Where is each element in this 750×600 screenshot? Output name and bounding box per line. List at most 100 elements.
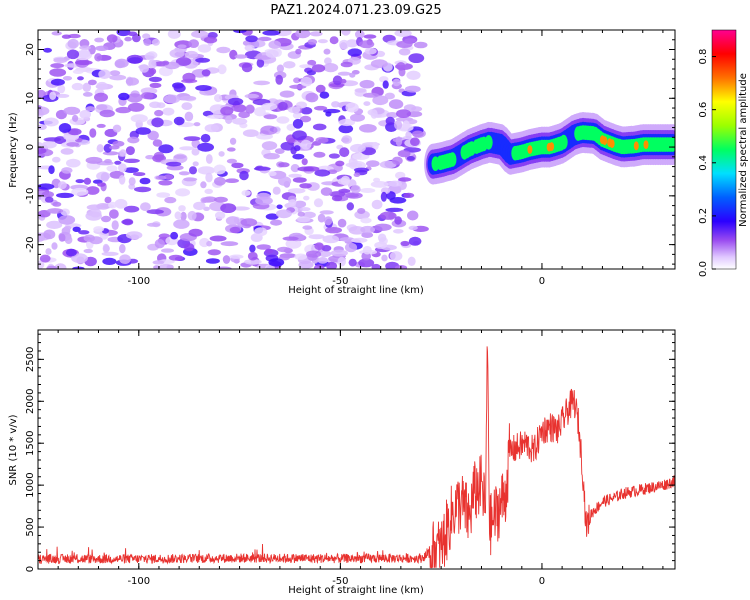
noise-blob <box>109 70 121 76</box>
noise-blob <box>328 153 340 159</box>
noise-blob <box>306 70 316 76</box>
noise-blob <box>204 188 213 194</box>
noise-blob <box>314 105 328 111</box>
noise-blob <box>406 70 421 81</box>
noise-blob <box>83 248 93 254</box>
noise-blob <box>112 124 122 133</box>
noise-blob <box>384 92 395 100</box>
noise-blob <box>158 233 171 239</box>
noise-blob <box>206 240 213 247</box>
noise-blob <box>162 107 175 116</box>
noise-blob <box>152 260 165 265</box>
noise-blob <box>72 69 84 74</box>
noise-blob <box>62 76 73 81</box>
noise-blob <box>152 139 163 147</box>
noise-blob <box>341 135 353 144</box>
noise-blob <box>229 137 237 145</box>
noise-blob <box>75 60 93 66</box>
noise-blob <box>265 49 279 58</box>
bottom-plot-frame <box>37 329 676 570</box>
noise-blob <box>38 124 47 130</box>
noise-blob <box>140 202 151 212</box>
noise-blob <box>345 192 363 199</box>
noise-blob <box>94 37 104 43</box>
noise-blob <box>260 125 278 135</box>
noise-blob <box>233 104 247 113</box>
noise-blob <box>94 92 108 103</box>
noise-blob <box>46 208 64 214</box>
noise-blob <box>214 176 226 186</box>
noise-blob <box>128 177 136 186</box>
noise-blob <box>85 106 96 112</box>
noise-blob <box>83 177 92 185</box>
noise-blob <box>255 196 273 206</box>
noise-blob <box>130 114 148 123</box>
noise-blob <box>254 227 268 237</box>
noise-blob <box>229 254 244 259</box>
noise-blob <box>102 257 117 265</box>
noise-blob <box>56 192 74 198</box>
noise-blob <box>141 92 154 100</box>
noise-blob <box>321 245 332 252</box>
noise-blob <box>217 64 227 75</box>
noise-blob <box>118 175 126 185</box>
noise-blob <box>256 58 265 68</box>
noise-blob <box>109 209 119 219</box>
noise-blob <box>158 180 173 186</box>
signal-blob <box>527 145 533 154</box>
noise-blob <box>398 177 412 182</box>
noise-blob <box>193 122 201 127</box>
noise-blob <box>79 109 91 119</box>
noise-blob <box>56 93 70 98</box>
noise-blob <box>276 204 283 210</box>
noise-blob <box>300 139 312 150</box>
noise-blob <box>323 48 331 55</box>
noise-blob <box>71 253 88 264</box>
noise-blob <box>346 202 354 211</box>
noise-blob <box>388 99 404 110</box>
noise-blob <box>97 182 106 187</box>
noise-blob <box>106 165 118 172</box>
noise-blob <box>197 44 212 53</box>
noise-blob <box>179 95 197 101</box>
noise-blob <box>45 248 52 255</box>
noise-blob <box>86 204 103 211</box>
signal-blob <box>484 135 493 150</box>
noise-blob <box>395 171 406 180</box>
noise-blob <box>313 198 324 208</box>
noise-blob <box>400 240 410 247</box>
noise-blob <box>308 234 325 240</box>
noise-blob <box>195 85 212 91</box>
noise-blob <box>173 116 185 126</box>
noise-blob <box>94 53 103 62</box>
x-tick-label: -100 <box>127 576 150 587</box>
signal-blob <box>448 152 457 167</box>
noise-blob <box>108 201 118 209</box>
noise-blob <box>371 199 383 210</box>
noise-blob <box>297 211 305 217</box>
noise-blob <box>407 256 416 266</box>
noise-blob <box>51 31 62 36</box>
noise-blob <box>268 258 285 267</box>
noise-blob <box>319 210 334 215</box>
noise-blob <box>200 181 207 189</box>
noise-blob <box>242 129 259 137</box>
noise-blob <box>216 266 232 269</box>
noise-blob <box>164 196 177 204</box>
noise-blob <box>220 203 237 214</box>
noise-blob <box>370 181 389 188</box>
noise-blob <box>372 141 379 151</box>
noise-blob <box>377 233 387 243</box>
noise-blob <box>244 93 259 99</box>
noise-blob <box>261 102 278 111</box>
noise-blob <box>256 244 271 250</box>
noise-blob <box>146 209 164 215</box>
noise-blob <box>274 148 285 155</box>
noise-blob <box>293 77 301 84</box>
noise-blob <box>158 144 174 154</box>
top-x-axis-label: Height of straight line (km) <box>288 285 424 296</box>
noise-blob <box>207 249 221 256</box>
noise-blob <box>173 219 190 229</box>
noise-blob <box>102 243 110 254</box>
noise-blob <box>220 241 239 247</box>
